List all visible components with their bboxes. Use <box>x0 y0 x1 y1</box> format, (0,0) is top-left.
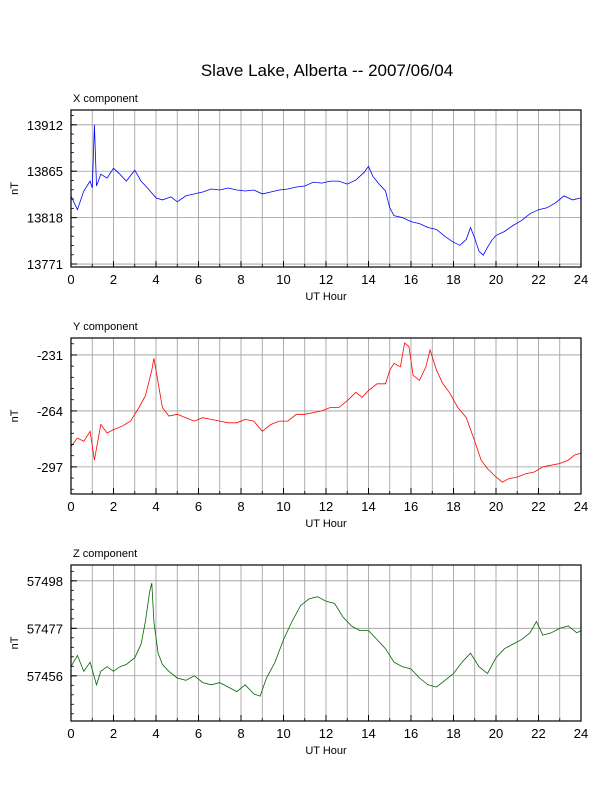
x-tick-label: 22 <box>531 499 545 514</box>
y-axis-label: nT <box>9 182 21 195</box>
x-tick-label: 18 <box>446 726 460 741</box>
x-tick-label: 12 <box>319 499 333 514</box>
x-tick-label: 4 <box>152 726 159 741</box>
x-tick-label: 0 <box>67 272 74 287</box>
y-tick-label: 57477 <box>27 621 63 636</box>
x-axis-label: UT Hour <box>305 291 347 303</box>
y-tick-label: 13771 <box>27 257 63 272</box>
x-tick-label: 14 <box>361 726 375 741</box>
x-tick-label: 8 <box>237 499 244 514</box>
x-tick-label: 6 <box>195 726 202 741</box>
y-tick-label: -297 <box>37 460 63 475</box>
y-tick-label: 13912 <box>27 118 63 133</box>
x-tick-label: 0 <box>67 499 74 514</box>
x-tick-label: 12 <box>319 272 333 287</box>
y-tick-label: 57498 <box>27 574 63 589</box>
x-axis-label: UT Hour <box>305 745 347 757</box>
panel-label: Y component <box>73 321 138 333</box>
series-line <box>70 124 582 256</box>
y-tick-label: 57456 <box>27 669 63 684</box>
x-tick-label: 4 <box>152 499 159 514</box>
x-tick-label: 10 <box>276 272 290 287</box>
chart-title: Slave Lake, Alberta -- 2007/06/04 <box>201 61 453 80</box>
series-line <box>70 342 582 483</box>
y-tick-label: 13818 <box>27 211 63 226</box>
x-tick-label: 24 <box>574 499 588 514</box>
x-tick-label: 22 <box>531 272 545 287</box>
x-tick-label: 18 <box>446 499 460 514</box>
x-tick-label: 6 <box>195 272 202 287</box>
y-tick-label: -264 <box>37 404 63 419</box>
series-line <box>70 583 582 697</box>
x-tick-label: 2 <box>110 272 117 287</box>
x-tick-label: 2 <box>110 726 117 741</box>
x-tick-label: 10 <box>276 726 290 741</box>
y-axis-label: nT <box>9 409 21 422</box>
x-tick-label: 16 <box>404 726 418 741</box>
x-tick-label: 12 <box>319 726 333 741</box>
x-tick-label: 20 <box>489 499 503 514</box>
x-tick-label: 20 <box>489 726 503 741</box>
x-tick-label: 0 <box>67 726 74 741</box>
x-tick-label: 2 <box>110 499 117 514</box>
panel-label: Z component <box>73 548 137 560</box>
y-axis-label: nT <box>9 636 21 649</box>
y-tick-label: 13865 <box>27 164 63 179</box>
x-axis-label: UT Hour <box>305 518 347 530</box>
x-tick-label: 16 <box>404 499 418 514</box>
y-tick-label: -231 <box>37 348 63 363</box>
x-tick-label: 20 <box>489 272 503 287</box>
x-tick-label: 24 <box>574 272 588 287</box>
x-tick-label: 10 <box>276 499 290 514</box>
x-tick-label: 24 <box>574 726 588 741</box>
panel-label: X component <box>73 93 138 105</box>
x-tick-label: 6 <box>195 499 202 514</box>
x-tick-label: 22 <box>531 726 545 741</box>
x-tick-label: 8 <box>237 726 244 741</box>
x-tick-label: 14 <box>361 499 375 514</box>
x-tick-label: 4 <box>152 272 159 287</box>
x-tick-label: 14 <box>361 272 375 287</box>
x-tick-label: 8 <box>237 272 244 287</box>
x-tick-label: 18 <box>446 272 460 287</box>
x-tick-label: 16 <box>404 272 418 287</box>
